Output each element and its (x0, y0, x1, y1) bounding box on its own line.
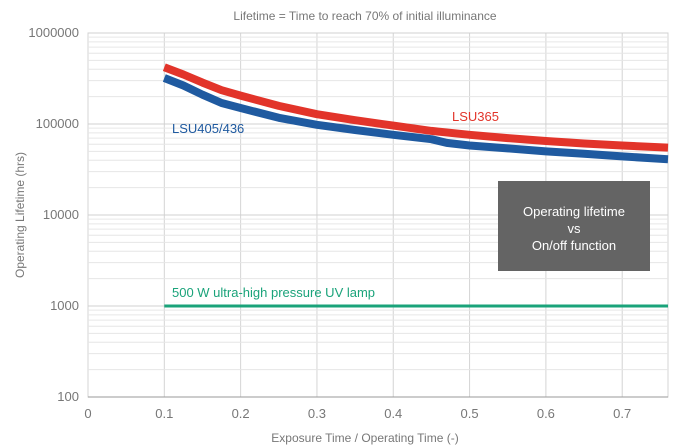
y-tick-label: 1000 (50, 298, 79, 313)
y-tick-label: 1000000 (28, 25, 79, 40)
x-tick-label: 0.2 (232, 406, 250, 421)
annotation-line-1: Operating lifetime (523, 204, 625, 219)
annotation-line-3: On/off function (532, 238, 616, 253)
x-tick-label: 0.5 (461, 406, 479, 421)
y-axis-ticks: 100 1000 10000 100000 1000000 (28, 25, 79, 404)
series-label-500-w-ultra-high-pressure-uv-lamp: 500 W ultra-high pressure UV lamp (172, 285, 375, 300)
x-axis-title: Exposure Time / Operating Time (-) (271, 431, 458, 445)
y-tick-label: 100000 (36, 116, 79, 131)
series-label-lsu405-436: LSU405/436 (172, 121, 244, 136)
series-line-lsu405-436 (162, 74, 669, 164)
y-tick-label: 10000 (43, 207, 79, 222)
chart-title: Lifetime = Time to reach 70% of initial … (233, 9, 496, 23)
x-tick-label: 0.3 (308, 406, 326, 421)
y-axis-title: Operating Lifetime (hrs) (13, 152, 27, 278)
series-line-lsu365 (162, 63, 669, 152)
y-tick-label: 100 (57, 389, 79, 404)
series-label-lsu365: LSU365 (452, 109, 499, 124)
annotation-box-background (498, 181, 650, 271)
annotation-line-2: vs (568, 221, 582, 236)
x-tick-label: 0.1 (155, 406, 173, 421)
x-axis-ticks: 0 0.1 0.2 0.3 0.4 0.5 0.6 0.7 (84, 406, 631, 421)
series-lines (162, 63, 669, 308)
x-tick-label: 0.4 (384, 406, 402, 421)
series-labels: LSU365 LSU405/436 500 W ultra-high pressur… (172, 109, 499, 300)
x-tick-label: 0.7 (613, 406, 631, 421)
x-tick-label: 0 (84, 406, 91, 421)
x-tick-label: 0.6 (537, 406, 555, 421)
annotation-box: Operating lifetime vs On/off function (498, 181, 650, 271)
